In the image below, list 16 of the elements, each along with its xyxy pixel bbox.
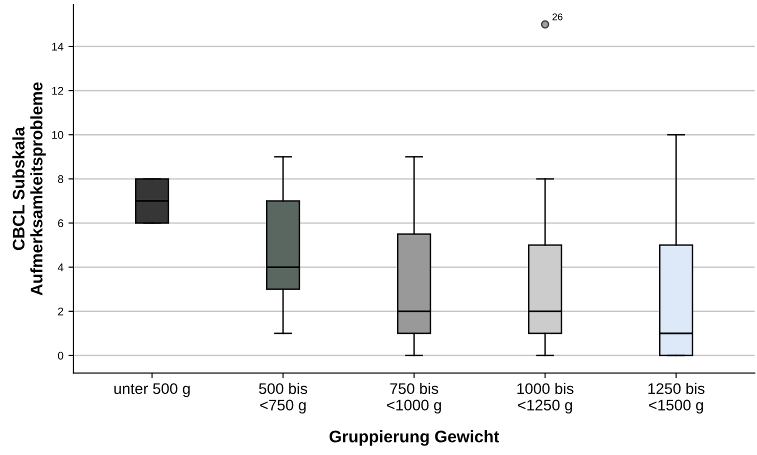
y-tick-label: 6 [58, 219, 64, 228]
y-tick-label: 12 [52, 86, 64, 95]
x-tick-label: 1000 bis <1250 g [517, 382, 574, 414]
y-tick-label: 0 [58, 352, 64, 360]
y-tick-label: 8 [58, 175, 64, 184]
x-axis-title: Gruppierung Gewicht [330, 430, 500, 446]
y-axis-title: CBCL Subskala Aufmerksamkeitsprobleme [12, 82, 46, 296]
annotation: 26 [552, 13, 562, 20]
x-tick-label: 750 bis <1000 g [387, 382, 441, 414]
y-tick-label: 4 [58, 264, 64, 272]
y-tick-label: 14 [52, 42, 64, 51]
x-tick-label: 500 bis <750 g [259, 382, 308, 414]
y-tick-label: 2 [58, 308, 64, 316]
x-tick-label: unter 500 g [114, 383, 190, 398]
y-tick-label: 10 [52, 131, 64, 139]
x-tick-label: 1250 bis <1500 g [648, 382, 704, 414]
